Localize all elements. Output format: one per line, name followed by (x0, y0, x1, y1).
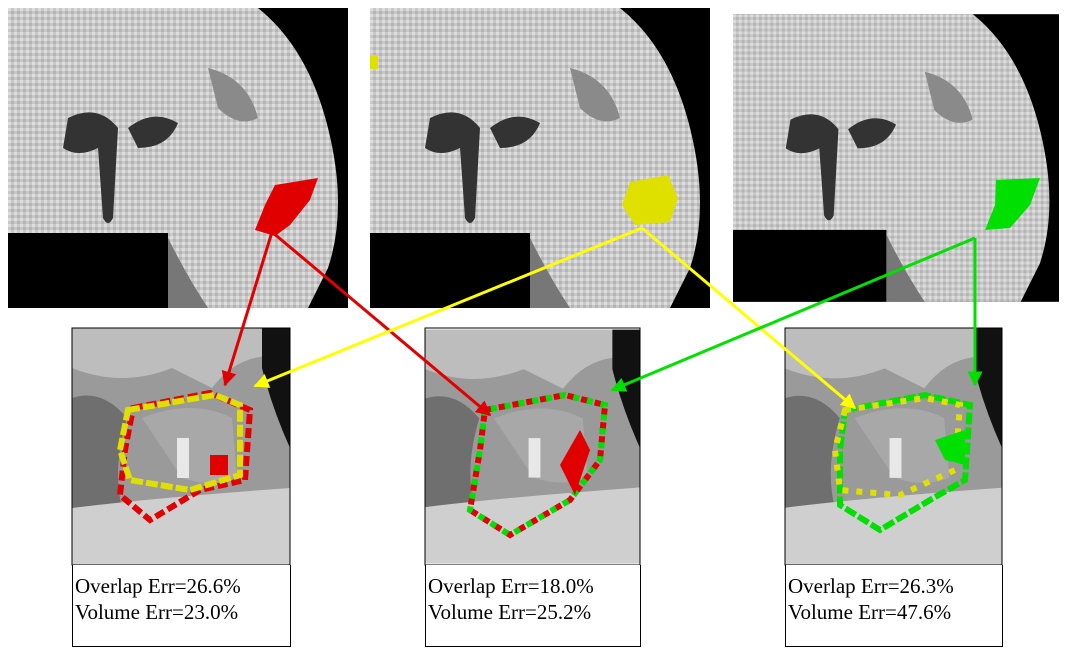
caption: Overlap Err=26.6% Volume Err=23.0% (72, 565, 291, 647)
caption: Overlap Err=26.3% Volume Err=47.6% (785, 565, 1003, 647)
overlap-error: Overlap Err=26.6% (75, 573, 290, 599)
overlap-error: Overlap Err=18.0% (428, 573, 640, 599)
volume-error: Volume Err=25.2% (428, 599, 640, 625)
zoom-panel (425, 328, 640, 565)
overlap-error: Overlap Err=26.3% (788, 573, 1002, 599)
segmentation-yellow (622, 175, 678, 225)
figure (0, 0, 1069, 652)
volume-error: Volume Err=47.6% (788, 599, 1002, 625)
volume-error: Volume Err=23.0% (75, 599, 290, 625)
brain-slice (8, 8, 348, 308)
caption: Overlap Err=18.0% Volume Err=25.2% (425, 565, 641, 647)
zoom-panel (72, 328, 290, 565)
segmentation-yellow (370, 55, 378, 69)
brain-slice (733, 14, 1059, 302)
zoom-panel (785, 328, 1002, 565)
brain-slice (370, 8, 710, 308)
page: Overlap Err=26.6% Volume Err=23.0% Overl… (0, 0, 1069, 652)
